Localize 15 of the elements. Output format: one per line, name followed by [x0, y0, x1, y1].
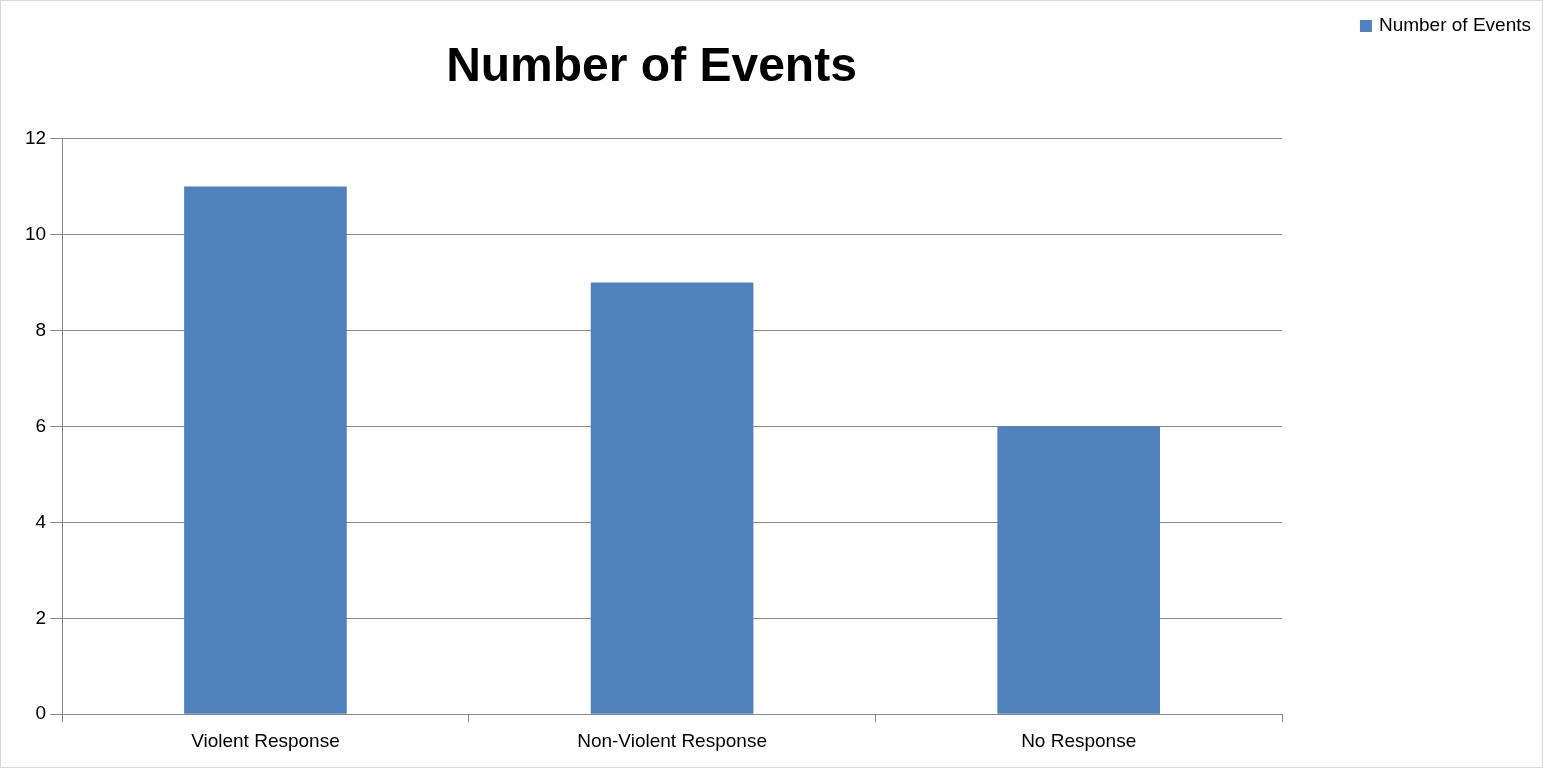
x-tick-label: Non-Violent Response [577, 729, 767, 751]
bar [184, 186, 347, 714]
y-tick-label: 2 [35, 606, 47, 628]
y-tick-label: 10 [24, 222, 47, 244]
y-tick-label: 0 [35, 702, 47, 724]
y-tick-label: 12 [24, 126, 47, 148]
chart-title: Number of Events [446, 38, 857, 92]
bar [590, 282, 754, 714]
y-tick-label: 8 [35, 318, 47, 340]
bar [997, 426, 1161, 714]
x-tick-label: No Response [1021, 729, 1137, 751]
y-tick-label: 4 [35, 510, 47, 532]
legend-label: Number of Events [1378, 14, 1532, 36]
y-tick-label: 6 [35, 414, 47, 436]
x-tick-label: Violent Response [191, 729, 340, 751]
